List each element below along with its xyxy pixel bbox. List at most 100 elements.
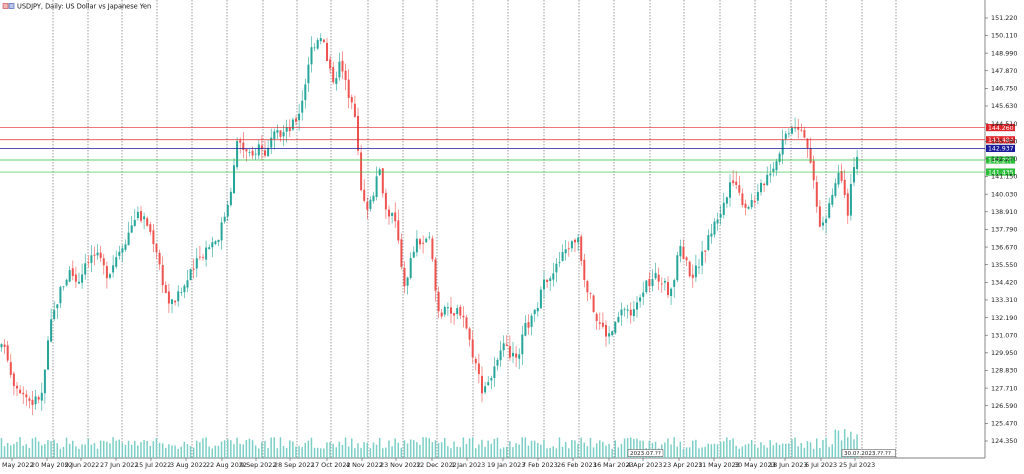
candle bbox=[6, 340, 9, 363]
volume-bar bbox=[468, 438, 471, 458]
volume-bar bbox=[599, 440, 601, 458]
candle bbox=[803, 126, 806, 139]
volume-bar bbox=[843, 429, 846, 458]
volume-bar bbox=[434, 440, 437, 458]
date-tick-label: 25 Jul 2023 bbox=[839, 461, 875, 469]
candle bbox=[456, 304, 459, 320]
candle bbox=[195, 247, 198, 278]
volume-bar bbox=[682, 448, 685, 458]
volume-bar bbox=[602, 441, 604, 458]
candle bbox=[431, 235, 434, 262]
volume-bar bbox=[809, 442, 812, 458]
volume-bar bbox=[223, 440, 226, 458]
candle bbox=[313, 43, 316, 52]
candle bbox=[93, 246, 96, 266]
candle bbox=[115, 250, 118, 269]
volume-bar bbox=[289, 440, 291, 458]
volume-bar bbox=[577, 443, 579, 458]
volume-bar bbox=[431, 442, 434, 458]
volume-bar bbox=[239, 443, 241, 458]
candle bbox=[487, 376, 490, 387]
candle bbox=[654, 262, 657, 280]
price-level-label: 142.937 bbox=[988, 146, 1014, 153]
volume-bar bbox=[34, 437, 37, 458]
volume-bar bbox=[103, 440, 105, 458]
volume-bar bbox=[115, 440, 117, 458]
volume-bar bbox=[540, 444, 542, 458]
price-level-label: 143.484 bbox=[988, 137, 1014, 144]
volume-bar bbox=[3, 446, 6, 458]
candle bbox=[329, 55, 332, 74]
candle bbox=[273, 128, 276, 150]
candle bbox=[236, 137, 239, 170]
candle bbox=[549, 276, 552, 291]
candle bbox=[369, 196, 372, 212]
volume-bar bbox=[558, 437, 561, 458]
date-tick-label: 4 Apr 2023 bbox=[627, 461, 662, 469]
candle bbox=[794, 117, 797, 133]
candle bbox=[40, 382, 43, 412]
date-tick-label: 26 Feb 2023 bbox=[557, 461, 597, 469]
candle bbox=[502, 335, 505, 357]
candle bbox=[797, 118, 800, 139]
volume-bar bbox=[171, 445, 173, 458]
candle bbox=[818, 199, 821, 228]
candle bbox=[608, 326, 611, 345]
volume-bar bbox=[121, 442, 124, 458]
volume-bar bbox=[261, 442, 263, 458]
volume-bar bbox=[50, 441, 52, 458]
volume-bar bbox=[341, 444, 344, 458]
candle bbox=[189, 268, 192, 281]
candle bbox=[459, 304, 462, 319]
volume-bar bbox=[568, 448, 570, 458]
volume-bar bbox=[199, 442, 201, 458]
candle bbox=[679, 239, 682, 263]
volume-bar bbox=[68, 443, 71, 458]
candle bbox=[223, 212, 226, 224]
volume-bar bbox=[124, 444, 127, 458]
volume-bar bbox=[180, 446, 182, 458]
candle bbox=[428, 232, 431, 240]
volume-bar bbox=[22, 445, 24, 458]
volume-bar bbox=[788, 443, 790, 458]
volume-bar bbox=[338, 441, 341, 458]
volume-bar bbox=[713, 443, 716, 458]
candle bbox=[171, 298, 173, 314]
candle bbox=[828, 197, 831, 219]
volume-bar bbox=[335, 447, 337, 458]
bottom-tags: 2023.07.?? 30.0?.2023.??.?? bbox=[627, 449, 896, 457]
volume-bar bbox=[561, 446, 564, 458]
volume-bar bbox=[168, 444, 170, 458]
candle bbox=[685, 256, 688, 267]
candle bbox=[12, 371, 15, 396]
candle bbox=[524, 315, 527, 337]
volume-bar bbox=[499, 448, 502, 458]
candle bbox=[605, 320, 607, 347]
volume-bar bbox=[106, 441, 108, 458]
candle bbox=[285, 119, 288, 143]
volume-bar bbox=[614, 440, 616, 458]
candle bbox=[90, 245, 93, 273]
volume-bar bbox=[506, 446, 508, 458]
price-tick-label: 125.470 bbox=[991, 420, 1017, 428]
candle bbox=[257, 139, 260, 160]
candle bbox=[158, 249, 161, 270]
candle bbox=[59, 285, 62, 309]
candle bbox=[443, 305, 446, 318]
price-tick-label: 138.910 bbox=[991, 208, 1017, 216]
volume-bar bbox=[586, 446, 589, 458]
candle bbox=[248, 149, 251, 157]
chart-grid bbox=[0, 0, 986, 459]
price-tick-label: 132.190 bbox=[991, 314, 1017, 322]
candle bbox=[716, 212, 719, 231]
volume-bar bbox=[134, 440, 136, 458]
volume-bar bbox=[502, 447, 505, 458]
candle bbox=[766, 166, 769, 187]
date-tick-label: 9 Jun 2022 bbox=[65, 461, 99, 469]
volume-bar bbox=[143, 439, 145, 458]
volume-bar bbox=[264, 440, 266, 458]
volume-bar bbox=[816, 438, 818, 458]
candle bbox=[301, 90, 304, 121]
volume-bar bbox=[316, 447, 319, 458]
